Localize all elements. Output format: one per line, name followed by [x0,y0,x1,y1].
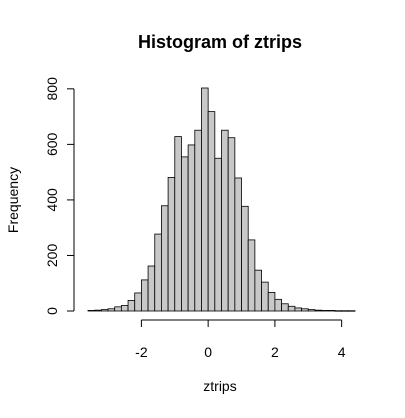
histogram-bar [147,265,156,312]
histogram-bar [241,205,249,312]
histogram-bar [167,177,176,312]
histogram-bar [341,310,349,312]
histogram-bar [334,310,343,312]
y-tick-label: 800 [44,77,60,101]
histogram-bar [301,308,309,312]
y-axis: 0 200 400 600 800 [44,77,75,315]
x-axis-label: ztrips [203,378,236,394]
y-tick-label: 600 [44,132,60,156]
histogram-bar [174,136,182,312]
histogram-bar [294,307,302,312]
histogram-bar [87,310,96,312]
y-tick-label: 0 [44,307,60,315]
histogram-bar [201,87,209,312]
x-axis: -2 0 2 4 [135,319,346,360]
histogram-bar [281,303,289,312]
histogram-bar [154,233,162,312]
histogram-bar [207,111,216,312]
histogram-bar [114,306,122,312]
histogram-bar [181,156,189,312]
histogram-bar [287,305,296,312]
histogram-bar [94,309,102,312]
histogram-bar [140,279,149,312]
histogram-bar [127,300,136,312]
histogram-bar [194,129,202,312]
y-tick-label: 400 [44,188,60,212]
histogram-bar [247,239,256,312]
histogram-bar [134,292,142,312]
histogram-bar [161,205,169,312]
x-tick-label: 2 [271,344,279,360]
x-tick-label: 0 [204,344,212,360]
histogram-bar [254,269,262,312]
chart-title: Histogram of ztrips [138,32,302,52]
y-axis-label: Frequency [5,167,21,233]
histogram-bar [307,309,316,312]
histogram-bar [321,310,329,312]
histogram-bar [314,309,323,312]
histogram-bar [100,309,109,312]
histogram-bar [120,305,129,312]
histogram-bar [107,308,116,312]
histogram-bar [227,137,236,312]
histogram-bar [261,281,269,312]
x-tick-label: 4 [338,344,346,360]
histogram-bar [234,177,242,312]
y-tick-label: 200 [44,244,60,268]
histogram-bar [274,298,282,312]
bars-group [87,87,356,312]
histogram-bar [214,157,222,312]
histogram-bar [221,129,229,312]
histogram-bar [187,144,196,312]
x-tick-label: -2 [135,344,148,360]
histogram-bar [267,291,276,312]
histogram-bar [327,310,336,312]
histogram-bar [347,310,356,312]
